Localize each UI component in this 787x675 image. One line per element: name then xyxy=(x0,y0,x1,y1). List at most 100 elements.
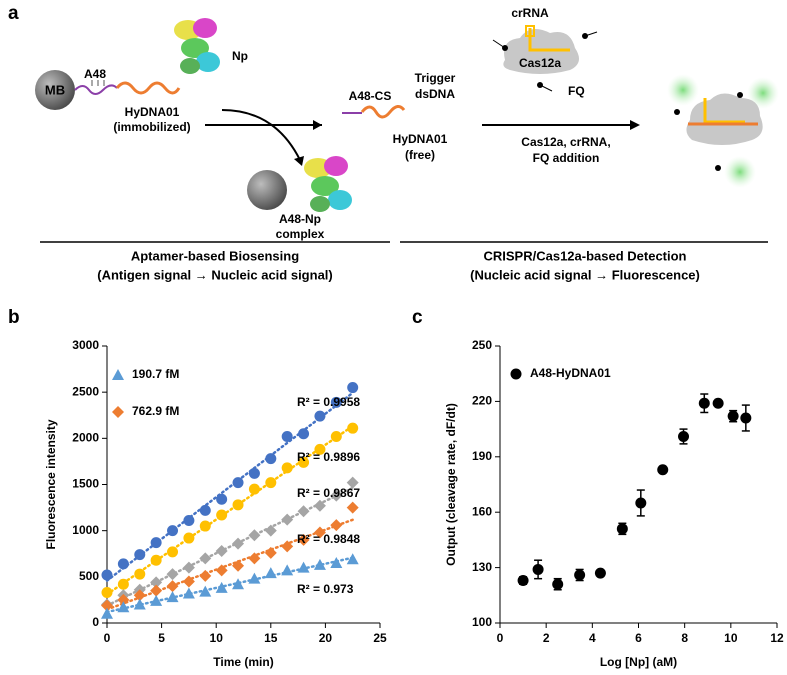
point xyxy=(264,524,277,537)
point xyxy=(297,533,310,546)
point xyxy=(248,483,260,495)
x-tick-label: 6 xyxy=(635,631,642,645)
point xyxy=(182,561,195,574)
y-tick-label: 250 xyxy=(472,338,492,352)
hydna-free-label: HyDNA01 xyxy=(393,132,448,146)
crrna xyxy=(525,25,535,37)
x-tick-label: 2 xyxy=(543,631,550,645)
point xyxy=(117,578,129,590)
point xyxy=(199,569,212,582)
legend-label: A48-HyDNA01 xyxy=(530,366,611,380)
legend-label: 190.7 fM xyxy=(132,367,179,381)
a48-label: A48 xyxy=(84,67,106,81)
point xyxy=(248,467,260,479)
point xyxy=(330,556,343,568)
panel-label: b xyxy=(8,307,20,328)
y-tick-label: 3000 xyxy=(72,338,99,352)
point xyxy=(330,430,342,442)
caption: Aptamer-based Biosensing xyxy=(131,248,299,263)
point xyxy=(281,540,294,553)
aptamer xyxy=(74,84,118,95)
point xyxy=(635,497,647,509)
point xyxy=(346,553,359,565)
r2-label: R² = 0.9867 xyxy=(297,486,360,500)
point xyxy=(215,564,228,577)
point xyxy=(347,422,359,434)
point xyxy=(150,594,163,606)
reporter xyxy=(502,45,508,51)
point xyxy=(150,584,163,597)
x-tick-label: 0 xyxy=(497,631,504,645)
trendline xyxy=(105,518,354,611)
point xyxy=(167,525,179,537)
x-tick-label: 8 xyxy=(681,631,688,645)
point xyxy=(216,509,228,521)
point xyxy=(265,477,277,489)
addition-label: FQ addition xyxy=(533,151,600,165)
point xyxy=(657,464,669,476)
point xyxy=(346,501,359,514)
point xyxy=(248,572,261,584)
x-tick-label: 15 xyxy=(264,631,278,645)
point xyxy=(678,430,690,442)
legend-marker xyxy=(510,368,522,380)
arrow xyxy=(221,109,301,161)
point xyxy=(698,397,710,409)
point xyxy=(117,601,130,613)
fluorescence xyxy=(747,77,779,109)
point xyxy=(215,544,228,557)
y-tick-label: 2500 xyxy=(72,384,99,398)
mb-label: MB xyxy=(45,82,65,97)
point xyxy=(199,585,212,597)
trigger-label: Trigger xyxy=(415,71,456,85)
addition-label: Cas12a, crRNA, xyxy=(521,135,610,149)
y-tick-label: 1500 xyxy=(72,477,99,491)
point xyxy=(183,515,195,527)
np-label: Np xyxy=(232,49,248,63)
point xyxy=(101,607,113,619)
y-axis-title: Output (cleavage rate, dF/dt) xyxy=(444,403,458,566)
point xyxy=(552,578,564,590)
point xyxy=(346,476,359,489)
point xyxy=(150,537,162,549)
cas12a xyxy=(686,93,763,145)
point xyxy=(248,529,261,542)
point xyxy=(166,580,179,593)
point xyxy=(532,563,544,575)
point xyxy=(183,532,195,544)
caption: (Antigen signal → Nucleic acid signal) xyxy=(97,267,333,282)
y-tick-label: 160 xyxy=(472,504,492,518)
point xyxy=(232,477,244,489)
y-tick-label: 0 xyxy=(92,615,99,629)
magnetic-bead xyxy=(247,170,287,210)
x-tick-label: 0 xyxy=(104,631,111,645)
hydna-label: HyDNA01 xyxy=(125,105,180,119)
point xyxy=(281,462,293,474)
trendline xyxy=(105,556,354,614)
strand xyxy=(360,105,406,119)
cas12a-label: Cas12a xyxy=(519,56,561,70)
r2-label: R² = 0.9958 xyxy=(297,395,360,409)
fq-label: FQ xyxy=(568,84,585,98)
point xyxy=(264,567,277,579)
point xyxy=(133,598,146,610)
fluorescence xyxy=(724,156,756,188)
point xyxy=(616,523,628,535)
diagram: MB A48 HyDNA01 (immobilized) Np A48-Np c… xyxy=(35,6,779,282)
point xyxy=(150,554,162,566)
point xyxy=(330,519,343,532)
r2-label: R² = 0.9848 xyxy=(297,532,360,546)
point xyxy=(265,453,277,465)
hybrid xyxy=(91,80,105,86)
point xyxy=(313,558,326,570)
protein xyxy=(174,18,220,74)
point xyxy=(182,575,195,588)
x-tick-label: 20 xyxy=(319,631,333,645)
point xyxy=(216,493,228,505)
point xyxy=(182,587,195,599)
point xyxy=(232,578,245,590)
reporter xyxy=(715,165,721,171)
r2-label: R² = 0.9896 xyxy=(297,450,360,464)
point xyxy=(281,564,294,576)
